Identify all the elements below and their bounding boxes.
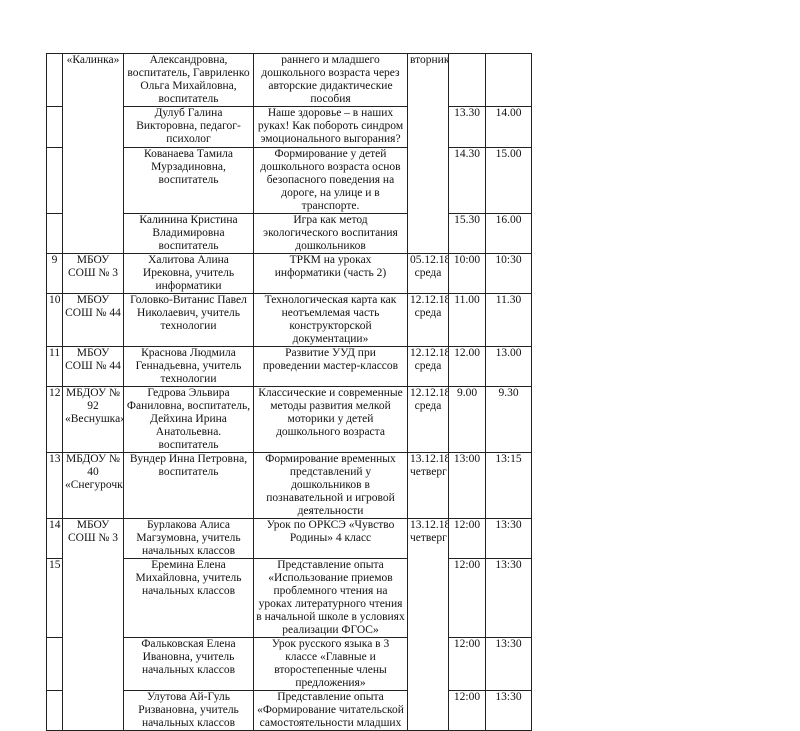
start-time-cell: 13.30	[448, 106, 486, 148]
row-number	[46, 147, 63, 214]
topic-cell: Урок русского языка в 3 классе «Главные …	[253, 637, 408, 691]
end-time-cell: 10:30	[485, 253, 532, 294]
row-number: 12	[46, 386, 63, 453]
table-row: Калинина Кристина Владимировна воспитате…	[46, 213, 532, 254]
start-time-cell: 12:00	[448, 637, 486, 691]
person-cell: Калинина Кристина Владимировна воспитате…	[123, 213, 254, 254]
school-cell: МБОУ СОШ № 3	[62, 518, 124, 731]
start-time-cell: 12:00	[448, 558, 486, 638]
person-cell: Александровна, воспитатель, Гавриленко О…	[123, 53, 254, 107]
topic-cell: Формирование временных представлений у д…	[253, 452, 408, 519]
row-number: 10	[46, 293, 63, 347]
end-time-cell: 14.00	[485, 106, 532, 148]
start-time-cell: 15.30	[448, 213, 486, 254]
end-time-cell	[485, 53, 532, 107]
row-number: 13	[46, 452, 63, 519]
row-number: 15	[46, 558, 63, 638]
end-time-cell: 13:30	[485, 690, 532, 731]
topic-cell: Развитие УУД при проведении мастер-класс…	[253, 346, 408, 387]
row-number	[46, 637, 63, 691]
topic-cell: раннего и младшего дошкольного возраста …	[253, 53, 408, 107]
topic-cell: Технологическая карта как неотъемлемая ч…	[253, 293, 408, 347]
table-row: 14 МБОУ СОШ № 3 Бурлакова Алиса Магзумовна…	[46, 518, 532, 731]
person-cell: Кованаева Тамила Мурзадиновна, воспитате…	[123, 147, 254, 214]
start-time-cell: 14.30	[448, 147, 486, 214]
school-cell: МБДОУ № 40 «Снегурочка»	[62, 452, 124, 519]
end-time-cell: 13:30	[485, 518, 532, 559]
table-row: 12 МБДОУ № 92 «Веснушка» Гедрова Эльвира Ф…	[46, 386, 532, 453]
topic-cell: Урок по ОРКСЭ «Чувство Родины» 4 класс	[253, 518, 408, 559]
start-time-cell: 11.00	[448, 293, 486, 347]
date-cell: 13.12.18 четверг	[407, 452, 449, 519]
row-number	[46, 53, 63, 107]
topic-cell: Представление опыта «Использование прием…	[253, 558, 408, 638]
person-cell: Гедрова Эльвира Фаниловна, воспитатель, …	[123, 386, 254, 453]
date-cell: 12.12.18 среда	[407, 346, 449, 387]
person-cell: Вундер Инна Петровна, воспитатель	[123, 452, 254, 519]
start-time-cell: 12:00	[448, 518, 486, 559]
topic-cell: ТРКМ на уроках информатики (часть 2)	[253, 253, 408, 294]
start-time-cell: 12:00	[448, 690, 486, 731]
table-row: «Калинка» Александровна, воспитатель, Гав…	[46, 53, 532, 254]
school-cell: МБДОУ № 92 «Веснушка»	[62, 386, 124, 453]
end-time-cell: 16.00	[485, 213, 532, 254]
school-cell: МБОУ СОШ № 44	[62, 346, 124, 387]
person-cell: Головко-Витанис Павел Николаевич, учител…	[123, 293, 254, 347]
person-cell: Краснова Людмила Геннадьевна, учитель те…	[123, 346, 254, 387]
school-cell: МБОУ СОШ № 3	[62, 253, 124, 294]
school-cell: МБОУ СОШ № 44	[62, 293, 124, 347]
row-number	[46, 213, 63, 254]
table-row: 9 МБОУ СОШ № 3 Халитова Алина Ирековна, уч…	[46, 253, 532, 294]
date-cell: 12.12.18 среда	[407, 386, 449, 453]
topic-cell: Представление опыта «Формирование читате…	[253, 690, 408, 731]
date-cell: 12.12.18 среда	[407, 293, 449, 347]
row-number	[46, 106, 63, 148]
end-time-cell: 13.00	[485, 346, 532, 387]
table-row: Дулуб Галина Викторовна, педагог-психоло…	[46, 106, 532, 148]
topic-cell: Классические и современные методы развит…	[253, 386, 408, 453]
topic-cell: Наше здоровье – в наших руках! Как побор…	[253, 106, 408, 148]
date-cell: 05.12.18 среда	[407, 253, 449, 294]
start-time-cell: 9.00	[448, 386, 486, 453]
table-row: 10 МБОУ СОШ № 44 Головко-Витанис Павел Ник…	[46, 293, 532, 347]
date-cell: вторник	[407, 53, 449, 254]
person-cell: Фальковская Елена Ивановна, учитель нача…	[123, 637, 254, 691]
person-cell: Халитова Алина Ирековна, учитель информа…	[123, 253, 254, 294]
end-time-cell: 11.30	[485, 293, 532, 347]
start-time-cell: 12.00	[448, 346, 486, 387]
start-time-cell: 10:00	[448, 253, 486, 294]
person-cell: Еремина Елена Михайловна, учитель началь…	[123, 558, 254, 638]
topic-cell: Формирование у детей дошкольного возраст…	[253, 147, 408, 214]
start-time-cell	[448, 53, 486, 107]
end-time-cell: 13:30	[485, 637, 532, 691]
person-cell: Дулуб Галина Викторовна, педагог-психоло…	[123, 106, 254, 148]
end-time-cell: 13:15	[485, 452, 532, 519]
topic-cell: Игра как метод экологического воспитания…	[253, 213, 408, 254]
start-time-cell: 13:00	[448, 452, 486, 519]
table-row: 11 МБОУ СОШ № 44 Краснова Людмила Геннадье…	[46, 346, 532, 387]
table-row: Кованаева Тамила Мурзадиновна, воспитате…	[46, 147, 532, 214]
end-time-cell: 15.00	[485, 147, 532, 214]
person-cell: Бурлакова Алиса Магзумовна, учитель нача…	[123, 518, 254, 559]
row-number	[46, 690, 63, 731]
row-number: 9	[46, 253, 63, 294]
date-cell: 13.12.18 четверг	[407, 518, 449, 731]
person-cell: Улутова Ай-Гуль Ризвановна, учитель нача…	[123, 690, 254, 731]
schedule-table: «Калинка» Александровна, воспитатель, Гав…	[46, 53, 532, 731]
row-number: 11	[46, 346, 63, 387]
school-cell: «Калинка»	[62, 53, 124, 254]
row-number: 14	[46, 518, 63, 559]
end-time-cell: 9.30	[485, 386, 532, 453]
end-time-cell: 13:30	[485, 558, 532, 638]
